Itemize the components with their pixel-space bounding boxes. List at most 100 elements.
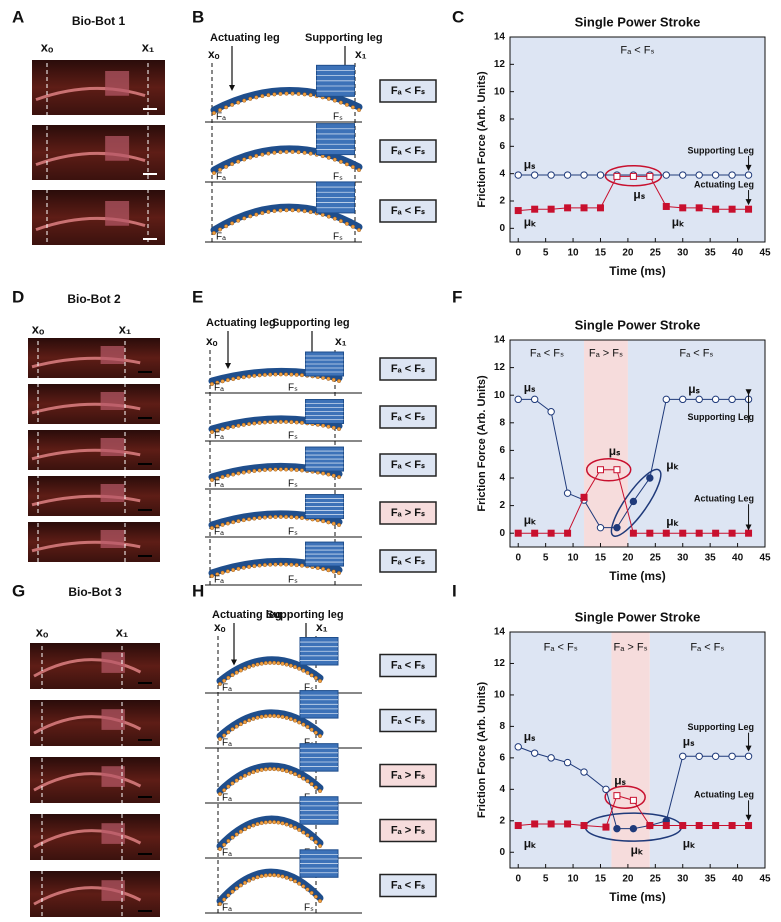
point (646, 822, 654, 830)
cell-dot (296, 208, 301, 213)
y-tick-label: 4 (499, 784, 505, 795)
cell-dot (230, 162, 235, 167)
bot-pillar (100, 530, 125, 548)
cell-dot (226, 893, 231, 898)
fs-label: Fₛ (333, 172, 343, 183)
cell-dot (236, 566, 241, 571)
cell-dot (302, 209, 307, 214)
cell-dot (211, 230, 216, 235)
cell-dot (284, 769, 289, 774)
bot-pillar (101, 766, 125, 787)
cell-dot (241, 565, 246, 570)
cell-dot (301, 884, 306, 889)
panel-letter: C (452, 7, 464, 26)
cell-dot (272, 660, 277, 665)
photo-frame (30, 643, 160, 689)
cell-dot (289, 515, 294, 520)
cell-dot (278, 514, 283, 519)
x-tick-label: 10 (568, 874, 580, 885)
point (613, 792, 621, 800)
panel-letter: D (12, 287, 24, 306)
cell-dot (284, 514, 289, 519)
cell-dot (284, 715, 289, 720)
point (613, 172, 621, 180)
cell-dot (288, 770, 293, 775)
x0-label: xₒ (214, 620, 226, 634)
condition-box (379, 873, 437, 898)
point (695, 529, 703, 537)
point (629, 824, 638, 833)
x0-label: xₒ (206, 334, 218, 348)
cell-dot (268, 420, 273, 425)
cell-dot (247, 517, 252, 522)
cell-dot (273, 562, 278, 567)
panel-letter: A (12, 7, 24, 26)
cell-dot (337, 475, 342, 480)
cell-dot (284, 208, 289, 213)
cell-dot (238, 722, 243, 727)
fa-label: Fₐ (222, 793, 232, 804)
point (679, 752, 687, 760)
cell-dot (230, 102, 235, 107)
cell-dot (209, 382, 214, 387)
point (629, 529, 637, 537)
series-name: Actuating Leg (694, 494, 754, 504)
cell-dot (331, 377, 336, 382)
cell-dot (278, 419, 283, 424)
annotation: μₛ (524, 380, 536, 394)
cell-dot (263, 820, 268, 825)
cell-dot (280, 821, 285, 826)
region (649, 632, 765, 868)
point (580, 822, 588, 830)
fa-label: Fₐ (214, 479, 224, 490)
cell-dot (234, 778, 239, 783)
point (602, 785, 610, 794)
cell-dot (268, 372, 273, 377)
annotation: μₛ (633, 188, 645, 202)
point (662, 171, 670, 179)
arrow-head (745, 745, 752, 752)
x-tick-label: 0 (515, 553, 521, 564)
region-label: Fₐ > Fₛ (614, 642, 648, 654)
bot-pillar (105, 136, 130, 161)
point (531, 205, 539, 213)
cell-dot (313, 894, 318, 899)
fs-label: Fₛ (333, 112, 343, 123)
cell-dot (242, 720, 247, 725)
condition-box (379, 199, 437, 223)
cell-dot (266, 93, 271, 98)
cell-dot (350, 105, 355, 110)
cell-dot (318, 899, 323, 904)
bot-pillar (100, 438, 125, 456)
cell-dot (226, 675, 231, 680)
annotation: μₖ (672, 215, 685, 229)
supporting-label: Supporting leg (266, 609, 344, 621)
fs-label: Fₛ (288, 527, 298, 538)
point (662, 395, 670, 404)
cell-dot (284, 372, 289, 377)
y-tick-label: 10 (494, 390, 506, 401)
cell-dot (226, 730, 231, 735)
point (564, 529, 572, 537)
cell-dot (272, 92, 277, 97)
point (547, 529, 555, 537)
annotation: μₖ (524, 837, 537, 851)
cell-dot (242, 157, 247, 162)
arrow-head (745, 164, 752, 171)
panel-letter: I (452, 581, 457, 600)
bot-pillar (100, 484, 125, 502)
y-axis-label: Friction Force (Arb. Units) (476, 682, 488, 819)
region-label: Fₐ < Fₛ (679, 348, 713, 360)
cell-dot (254, 95, 259, 100)
cell-dot (259, 821, 264, 826)
cell-dot (318, 844, 323, 849)
cell-dot (231, 472, 236, 477)
condition-box (379, 139, 437, 163)
cell-dot (289, 562, 294, 567)
cell-dot (255, 715, 260, 720)
cell-dot (321, 519, 326, 524)
point (547, 205, 555, 213)
cell-dot (262, 563, 267, 568)
cell-dot (297, 666, 302, 671)
cell-dot (299, 373, 304, 378)
